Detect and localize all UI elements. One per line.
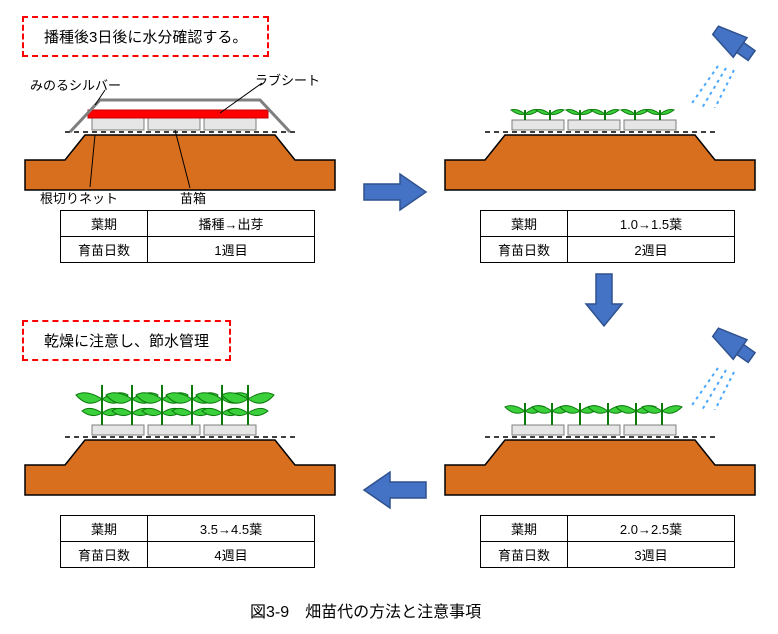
table-stage-2: 葉期1.0→1.5葉 育苗日数2週目 <box>480 210 735 263</box>
note-bottom: 乾燥に注意し、節水管理 <box>22 320 231 361</box>
table-stage-4: 葉期3.5→4.5葉 育苗日数4週目 <box>60 515 315 568</box>
diagram: 播種後3日後に水分確認する。 みのるシルバー ラブシート 根切りネット 苗箱 葉… <box>0 0 778 634</box>
arrow-down <box>582 270 626 330</box>
sprayer-icon <box>680 18 770 108</box>
sprayer-icon <box>680 320 770 410</box>
arrow-left <box>360 468 430 512</box>
stage-4 <box>20 370 340 505</box>
note-top: 播種後3日後に水分確認する。 <box>22 16 269 57</box>
table-stage-1: 葉期播種→出芽 育苗日数1週目 <box>60 210 315 263</box>
arrow-right-1 <box>360 170 430 214</box>
table-stage-3: 葉期2.0→2.5葉 育苗日数3週目 <box>480 515 735 568</box>
figure-caption: 図3-9 畑苗代の方法と注意事項 <box>250 598 481 622</box>
